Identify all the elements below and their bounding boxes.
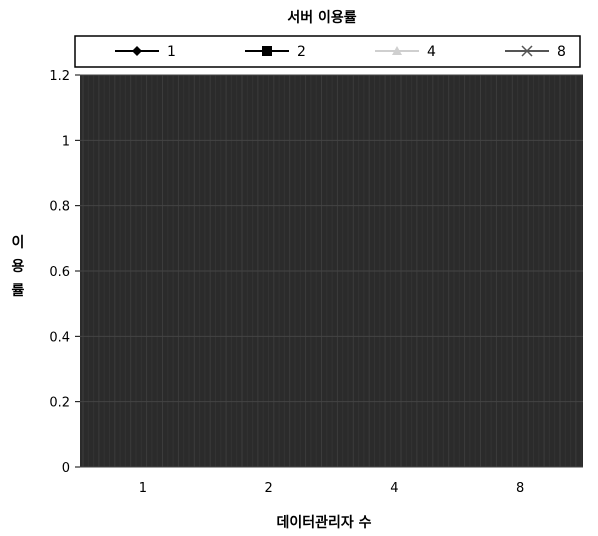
x-axis: 1 2 4 8: [139, 481, 525, 496]
legend-label: 2: [297, 44, 306, 60]
legend-marker-diamond: [132, 46, 142, 56]
x-axis-label: 데이터관리자 수: [276, 514, 371, 531]
legend-label: 1: [167, 44, 176, 60]
y-tick-label: 0.4: [49, 330, 70, 345]
x-tick-label: 4: [390, 481, 398, 496]
plot-texture: [80, 74, 583, 468]
y-axis-label-char: 이: [12, 234, 25, 251]
x-tick-label: 1: [139, 481, 147, 496]
y-tick-label: 0.2: [49, 396, 70, 411]
y-axis-label-char: 률: [12, 282, 25, 299]
legend: 1 2 4 8: [74, 35, 581, 68]
chart-title: 서버 이용률: [287, 9, 356, 26]
x-tick-label: 8: [516, 481, 524, 496]
y-tick-label: 0: [62, 461, 70, 476]
legend-label: 4: [427, 44, 436, 60]
y-axis: 0 0.2 0.4 0.6 0.8 1 1.2: [49, 69, 80, 476]
y-axis-label-char: 용: [12, 259, 25, 275]
x-tick-label: 2: [264, 481, 272, 496]
legend-label: 8: [557, 44, 566, 60]
y-tick-label: 1: [62, 134, 70, 149]
legend-marker-square: [262, 46, 272, 56]
y-tick-label: 1.2: [49, 69, 70, 84]
y-tick-label: 0.6: [49, 265, 70, 280]
y-axis-label: 이용률: [12, 234, 25, 299]
legend-marker-triangle: [392, 46, 402, 55]
legend-marker-x: [521, 45, 533, 57]
y-tick-label: 0.8: [49, 200, 70, 215]
legend-box: [74, 35, 581, 68]
